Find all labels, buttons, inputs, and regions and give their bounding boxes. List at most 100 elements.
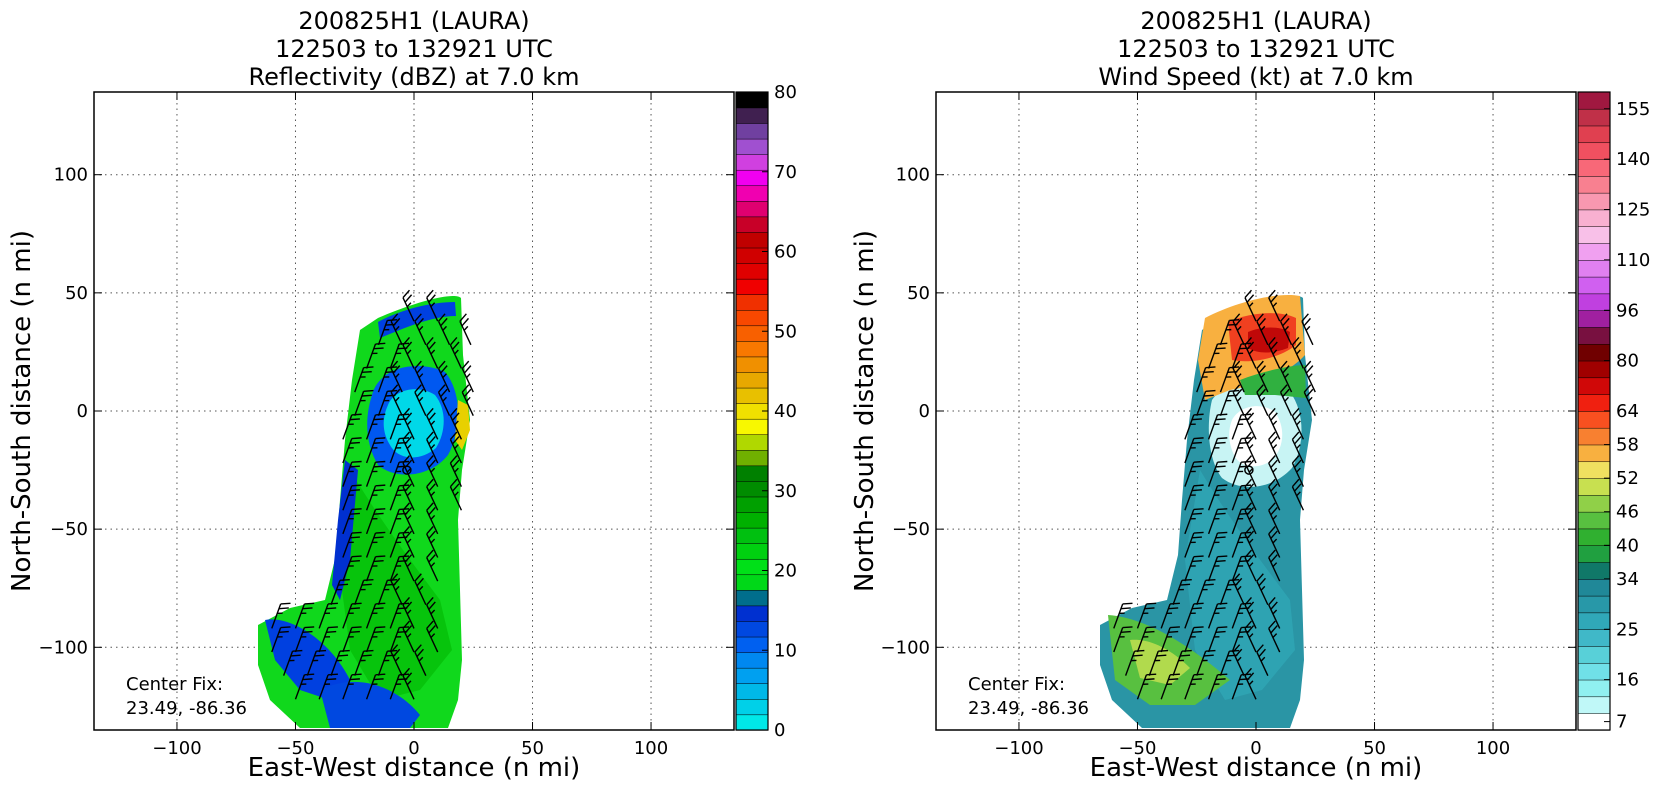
wind-barb: [449, 431, 463, 464]
wind-barb: [1268, 596, 1281, 629]
y-tick-label: 0: [919, 401, 930, 422]
colorbar-tick-label: 7: [1616, 712, 1627, 733]
wind-barb: [1244, 549, 1257, 582]
wind-barb: [426, 431, 439, 464]
wind-barb: [402, 549, 415, 582]
wind-barb: [1291, 478, 1305, 511]
wind-barb: [1196, 366, 1216, 393]
x-tick-label: 0: [408, 738, 419, 759]
wind-barb: [1256, 644, 1269, 676]
colorbar-segment: [735, 527, 769, 544]
wind-barb: [426, 526, 439, 558]
wind-barb: [1148, 649, 1169, 676]
colorbar-tick-label: 20: [774, 561, 797, 582]
colorbar: 0 10 20 30 40 50 60 70 80: [735, 82, 797, 741]
colorbar-segment: [735, 589, 769, 607]
colorbar-segment: [1577, 696, 1611, 714]
wind-barb: [1268, 502, 1281, 535]
colorbar-tick-label: 155: [1616, 99, 1650, 120]
colorbar-segment: [735, 216, 769, 233]
wind-barb: [402, 289, 415, 322]
colorbar-segment: [1577, 477, 1611, 496]
center-fix-marker: [1244, 465, 1254, 475]
wind-barb: [342, 626, 362, 653]
colorbar-segment: [735, 543, 769, 560]
colorbar-segment: [1577, 494, 1611, 513]
wind-barb: [426, 620, 439, 653]
wind-barb: [1160, 602, 1180, 629]
colorbar-segment: [735, 558, 769, 576]
wind-barb: [1244, 289, 1257, 322]
wind-barb: [461, 360, 474, 393]
center-fix-label: Center Fix:: [126, 674, 223, 695]
wind-barb: [1268, 289, 1281, 322]
wind-barb: [1244, 478, 1257, 511]
colorbar-segment: [1577, 125, 1611, 144]
wind-barb: [402, 478, 415, 511]
reflectivity-field: [258, 296, 470, 728]
colorbar-tick-label: 16: [1616, 670, 1639, 691]
colorbar-tick-label: 40: [774, 401, 797, 422]
y-tick-label: −100: [39, 637, 88, 658]
colorbar-segment: [1577, 91, 1611, 110]
wind-barb: [402, 407, 415, 440]
y-tick-label: −50: [892, 519, 930, 540]
wind-barb: [1291, 407, 1305, 440]
colorbar-tick-label: 110: [1616, 250, 1650, 271]
colorbar-segment: [1577, 393, 1611, 412]
colorbar-segment: [735, 340, 769, 358]
colorbar-tick-label: 34: [1616, 569, 1639, 590]
colorbar-segment: [735, 387, 769, 404]
colorbar-segment: [735, 651, 769, 669]
wind-speed-field: [1100, 294, 1312, 728]
wind-barb: [1207, 508, 1228, 535]
chart-title-line1: 200825H1 (LAURA): [298, 7, 529, 35]
wind-barb: [294, 602, 315, 629]
colorbar-tick-label: 25: [1616, 619, 1639, 640]
wind-barb: [1268, 337, 1281, 369]
colorbar-segment: [1577, 108, 1611, 127]
plot-area: −100 −50 0 50 100 −100 −50 0 50 100 Center Fix: 2…: [881, 91, 1577, 759]
colorbar-segment: [735, 122, 769, 140]
wind-barb: [1184, 508, 1204, 535]
wind-barb: [1244, 407, 1257, 440]
wind-barb: [1196, 389, 1216, 416]
colorbar-segment: [1577, 192, 1611, 211]
y-tick-label: 50: [65, 283, 88, 304]
colorbar-tick-label: 125: [1616, 200, 1650, 221]
colorbar-segment: [1577, 360, 1611, 379]
colorbar-segment: [735, 667, 769, 684]
wind-barb: [1244, 337, 1257, 369]
colorbar-segment: [735, 200, 769, 218]
wind-barb: [426, 596, 439, 629]
wind-barb: [414, 644, 427, 676]
chart-title-line2: 122503 to 132921 UTC: [275, 35, 553, 63]
x-tick-label: −100: [152, 738, 201, 759]
wind-barb: [389, 342, 410, 369]
wind-barb: [342, 460, 362, 487]
colorbar-segment: [735, 683, 769, 700]
wind-barb: [437, 360, 451, 393]
colorbar-segment: [1577, 242, 1611, 261]
colorbar-segment: [735, 511, 769, 529]
wind-barb: [318, 602, 338, 629]
wind-barb: [271, 626, 291, 653]
wind-barb: [426, 549, 439, 582]
colorbar-segment: [1577, 595, 1611, 614]
wind-barb: [365, 508, 386, 535]
wind-barb: [1184, 460, 1204, 487]
light-winds-inner: [1229, 406, 1283, 467]
colorbar-segment: [1577, 209, 1611, 227]
wind-barb: [1160, 626, 1180, 653]
x-tick-label: 50: [521, 738, 544, 759]
y-tick-label: 50: [907, 283, 930, 304]
wind-barb: [1207, 413, 1228, 440]
colorbar-tick-label: 0: [774, 720, 785, 741]
wind-barb: [1244, 596, 1257, 629]
wind-barb: [271, 602, 291, 629]
center-fix-coords: 23.49, -86.36: [126, 698, 247, 719]
wind-barb: [365, 626, 386, 653]
colorbar-segment: [735, 325, 769, 342]
colorbar-segment: [735, 262, 769, 280]
colorbar-segment: [1577, 427, 1611, 446]
